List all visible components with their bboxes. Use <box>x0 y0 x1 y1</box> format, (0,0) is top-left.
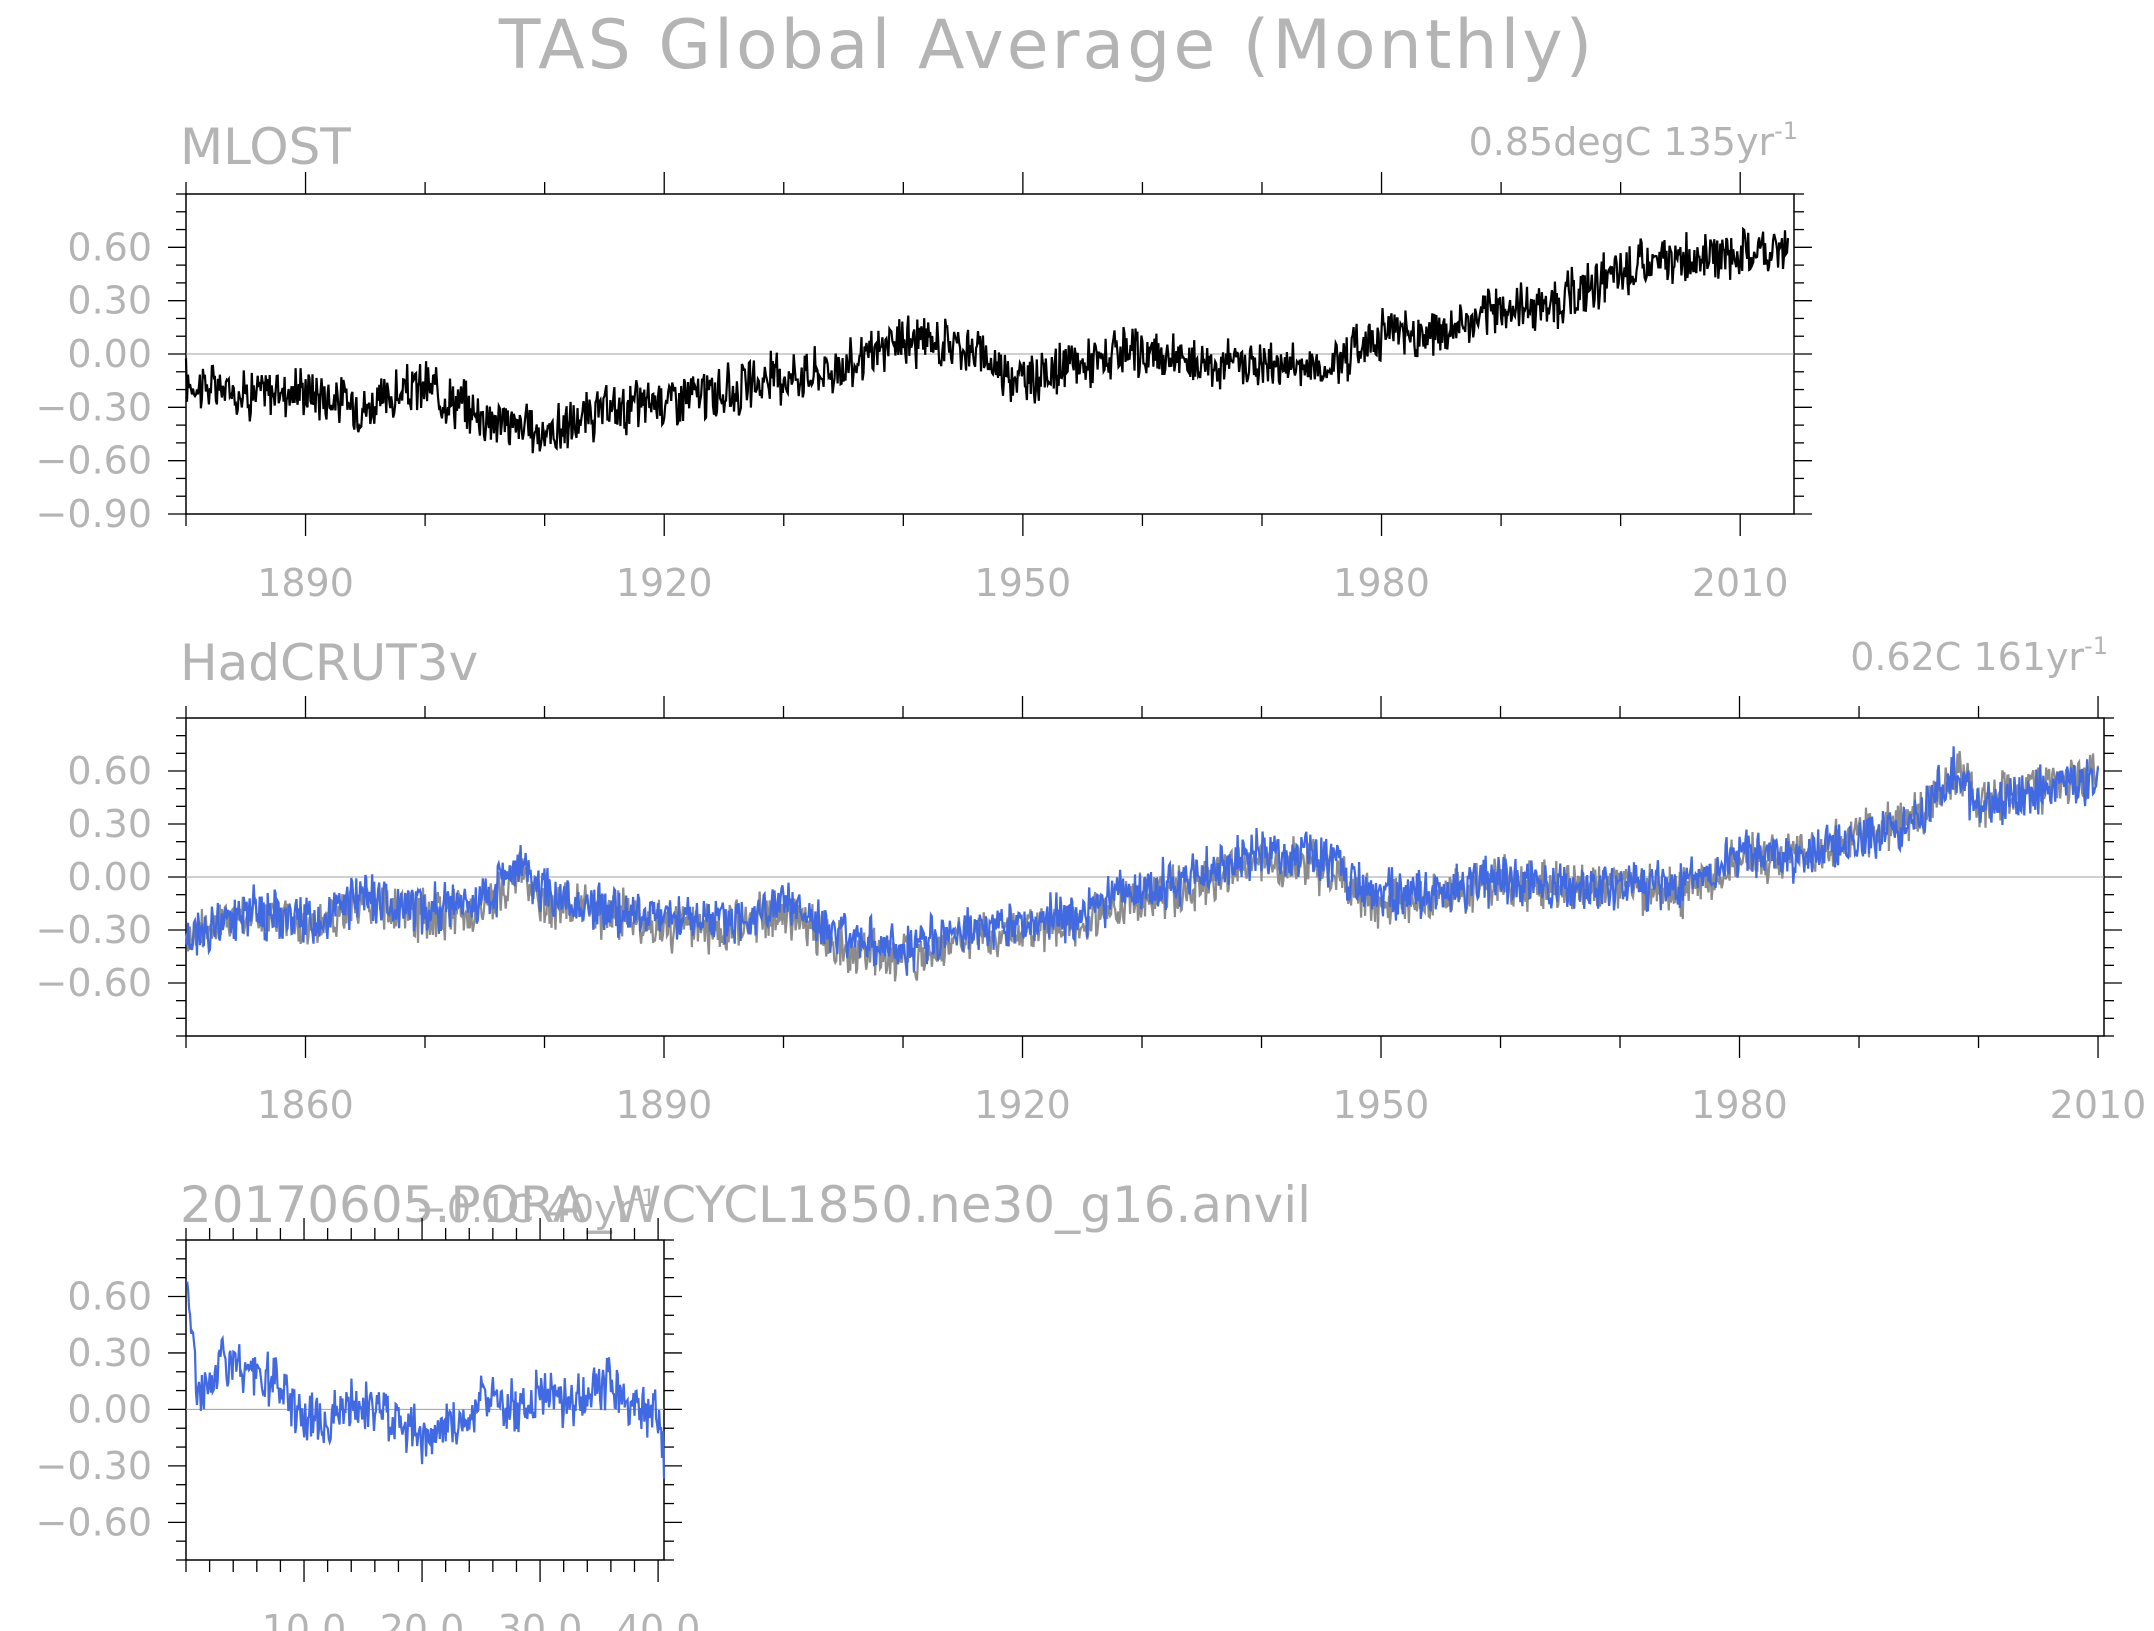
series-line <box>186 1281 666 1479</box>
panel-title: MLOST <box>180 118 351 176</box>
plot-frame <box>185 1239 665 1561</box>
y-tick-label: −0.60 <box>36 439 152 483</box>
y-tick-label: −0.30 <box>36 1444 152 1488</box>
y-tick-label: 0.30 <box>67 1331 152 1375</box>
x-tick-label: 1860 <box>257 1083 354 1127</box>
trend-label: 0.62C 161yr-1 <box>1850 632 2108 679</box>
y-tick-label: −0.60 <box>36 961 152 1005</box>
y-tick-label: −0.90 <box>36 492 152 536</box>
x-tick-label: 1950 <box>975 561 1072 605</box>
series-line <box>184 226 1790 454</box>
panel-model: 20170605.PORA_WCYCL1850.ne30_g16.anvil −… <box>36 1176 1311 1631</box>
y-tick-label: 0.00 <box>67 1387 152 1431</box>
x-tick-label: 2010 <box>1692 561 1789 605</box>
y-tick-label: 0.60 <box>67 225 152 269</box>
x-tick-label: 20.0 <box>380 1607 465 1631</box>
panel-title: 20170605.PORA_WCYCL1850.ne30_g16.anvil <box>180 1176 1311 1234</box>
x-tick-label: 2010 <box>2050 1083 2147 1127</box>
y-tick-label: 0.60 <box>67 749 152 793</box>
series-line <box>184 746 2100 976</box>
y-tick-label: 0.30 <box>67 802 152 846</box>
x-tick-label: 1920 <box>616 561 713 605</box>
panel-title: HadCRUT3v <box>180 634 478 692</box>
y-tick-label: −0.30 <box>36 908 152 952</box>
x-tick-label: 1890 <box>257 561 354 605</box>
y-tick-label: 0.30 <box>67 279 152 323</box>
x-tick-label: 10.0 <box>262 1607 347 1631</box>
y-tick-label: −0.60 <box>36 1500 152 1544</box>
x-tick-label: 40.0 <box>616 1607 701 1631</box>
panel-hadcrut3v: HadCRUT3v 0.62C 161yr-1 0.60 0.30 0.00 −0.3… <box>36 632 2147 1127</box>
trend-label: 0.85degC 135yr-1 <box>1469 117 1798 164</box>
panel-mlost: MLOST 0.85degC 135yr-1 0.60 0.30 0.00 −0.30… <box>36 117 1812 605</box>
trend-label: −0.1C 40yr-1 <box>415 1184 656 1231</box>
x-tick-label: 1950 <box>1333 1083 1430 1127</box>
x-tick-label: 30.0 <box>498 1607 583 1631</box>
x-tick-label: 1980 <box>1333 561 1430 605</box>
y-tick-label: 0.00 <box>67 855 152 899</box>
y-tick-label: 0.00 <box>67 332 152 376</box>
figure-title: TAS Global Average (Monthly) <box>498 6 1595 85</box>
x-tick-label: 1920 <box>974 1083 1071 1127</box>
x-tick-label: 1980 <box>1691 1083 1788 1127</box>
x-tick-label: 1890 <box>616 1083 713 1127</box>
y-tick-label: 0.60 <box>67 1274 152 1318</box>
y-tick-label: −0.30 <box>36 385 152 429</box>
